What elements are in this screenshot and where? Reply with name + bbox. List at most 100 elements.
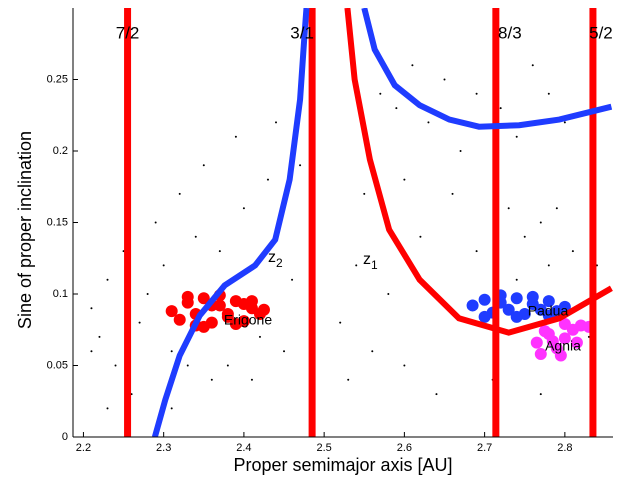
asteroid-dot (459, 150, 462, 152)
asteroid-dot (114, 364, 117, 367)
asteroid-dot (515, 135, 518, 138)
family-point (558, 300, 571, 313)
asteroid-dot (427, 121, 430, 124)
family-point (538, 325, 551, 338)
x-tick-label: 2.5 (316, 442, 331, 454)
asteroid-dot (218, 250, 221, 253)
curve-label-main: z (363, 251, 371, 268)
family-point (510, 292, 523, 305)
family-point (257, 303, 270, 316)
curve (344, 8, 613, 336)
family-point (502, 303, 515, 316)
curve-label-main: z (268, 249, 276, 266)
asteroid-dot (90, 350, 93, 353)
asteroid-dot (539, 393, 542, 396)
family-point (534, 348, 547, 361)
curve-label-sub: 1 (371, 258, 378, 272)
asteroid-dot (363, 192, 366, 195)
asteroid-dot (475, 250, 478, 253)
asteroid-dot (379, 92, 382, 95)
family-label: Padua (528, 303, 569, 319)
resonance-label: 7/2 (116, 23, 140, 42)
asteroid-dot (130, 393, 133, 396)
x-tick-label: 2.8 (557, 442, 572, 454)
asteroid-dot (210, 378, 213, 381)
family-point (558, 332, 571, 345)
asteroid-dot (194, 235, 197, 238)
curve-label: z2 (268, 249, 283, 270)
family-point (554, 349, 567, 362)
asteroid-dot (242, 207, 245, 210)
asteroid-dot (523, 235, 526, 238)
family (530, 318, 595, 362)
asteroid-dot (547, 264, 550, 267)
family-point (181, 290, 194, 303)
y-tick-label: 0.1 (53, 288, 68, 300)
family-point (237, 298, 250, 311)
asteroid-dot (162, 264, 165, 267)
y-tick-label: 0.05 (47, 359, 68, 371)
asteroid-dot (387, 293, 390, 295)
asteroid-dot (154, 221, 157, 224)
asteroid-dot (587, 335, 590, 338)
asteroid-dot (515, 278, 518, 281)
asteroid-dot (98, 335, 101, 338)
plot-area (90, 8, 613, 437)
x-axis-label: Proper semimajor axis [AU] (233, 455, 452, 475)
asteroid-dot (291, 278, 294, 281)
asteroid-dot (170, 407, 173, 410)
y-tick-label: 0 (62, 431, 68, 443)
family-point (165, 305, 178, 318)
asteroid-dot (178, 192, 181, 195)
asteroid-dot (122, 250, 125, 253)
asteroid-dot (339, 321, 342, 324)
family-point (197, 292, 210, 305)
asteroid-dot (595, 264, 598, 267)
asteroid-dot (202, 164, 205, 167)
asteroid-dot (371, 350, 374, 353)
asteroid-dot (435, 393, 438, 396)
family-point (510, 310, 523, 323)
family-point (173, 313, 186, 326)
asteroid-dot (138, 321, 141, 324)
asteroid-dot (347, 378, 350, 381)
asteroid-dot (90, 307, 93, 310)
asteroid-dot (106, 407, 109, 410)
x-tick-label: 2.4 (236, 442, 251, 454)
asteroid-dot (507, 207, 510, 210)
x-tick-label: 2.3 (156, 442, 171, 454)
family-point (558, 318, 571, 331)
asteroid-dot (531, 64, 534, 67)
asteroid-dot (419, 235, 422, 238)
curve (361, 8, 613, 130)
family-point (570, 336, 583, 349)
asteroid-dot (475, 92, 478, 95)
family (165, 289, 270, 333)
curve-label: z1 (363, 251, 378, 272)
y-tick-label: 0.25 (47, 73, 68, 85)
asteroid-dot (555, 207, 558, 210)
asteroid-dot (170, 350, 173, 353)
curve-label-sub: 2 (276, 256, 283, 270)
asteroid-dot (499, 107, 502, 110)
asteroid-dot (451, 192, 454, 195)
y-tick-label: 0.2 (53, 145, 68, 157)
family-label: Agnia (545, 338, 581, 354)
family-point (542, 295, 555, 308)
asteroid-dot (106, 278, 109, 281)
asteroid-dot (403, 178, 406, 181)
asteroid-dot (355, 264, 358, 267)
asteroid-dot (283, 350, 286, 353)
x-tick-label: 2.6 (397, 442, 412, 454)
asteroid-dot (234, 135, 237, 138)
asteroid-dot (258, 335, 261, 338)
family-label: Erigone (224, 312, 272, 328)
asteroid-dot (443, 78, 446, 81)
resonance-label: 5/2 (589, 23, 613, 42)
asteroid-dot (563, 121, 566, 124)
y-axis-label: Sine of proper inclination (15, 131, 35, 329)
family-point (530, 336, 543, 349)
resonance-label: 8/3 (498, 23, 522, 42)
